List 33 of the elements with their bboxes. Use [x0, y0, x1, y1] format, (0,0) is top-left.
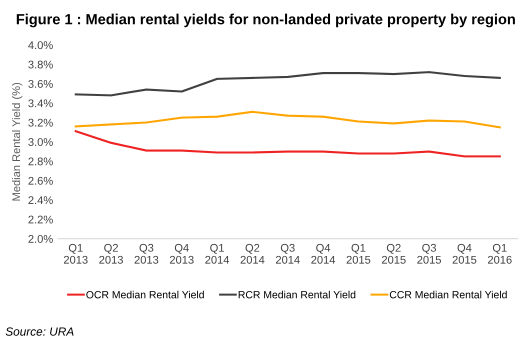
- y-tick-label: 2.8%: [28, 158, 53, 166]
- x-tick-label: Q2 2015: [382, 244, 406, 264]
- x-tick-label: Q4 2015: [452, 244, 476, 264]
- legend-label: CCR Median Rental Yield: [390, 290, 507, 298]
- x-tick-label: Q4 2014: [311, 244, 336, 264]
- y-tick-label: 2.0%: [28, 235, 53, 243]
- x-tick-label: Q2 2014: [240, 244, 264, 264]
- line-series: [74, 110, 501, 128]
- legend-label: RCR Median Rental Yield: [238, 290, 356, 298]
- line-series: [74, 71, 501, 96]
- y-axis-title: Median Rental Yield (%): [12, 82, 22, 201]
- line-series: [74, 130, 501, 158]
- y-tick-label: 3.2%: [28, 118, 53, 127]
- y-tick-label: 3.4%: [28, 99, 53, 108]
- y-tick-label: 2.6%: [28, 176, 53, 185]
- chart-title: Figure 1 : Median rental yields for non-landed private property by region: [16, 14, 515, 28]
- source-note: Source: URA: [6, 327, 74, 336]
- x-tick-label: Q1 2013: [64, 244, 88, 264]
- x-tick-label: Q1 2016: [488, 244, 512, 264]
- y-tick-label: 4.0%: [28, 41, 53, 50]
- y-tick-label: 3.0%: [28, 138, 53, 146]
- x-tick-label: Q3 2013: [134, 244, 158, 264]
- y-tick-label: 2.2%: [28, 216, 53, 224]
- x-tick-label: Q3 2014: [276, 244, 300, 264]
- legend-label: OCR Median Rental Yield: [86, 290, 204, 298]
- x-tick-label: Q4 2013: [170, 244, 194, 264]
- x-tick-label: Q2 2013: [99, 244, 123, 264]
- x-tick-label: Q1 2015: [346, 244, 370, 264]
- y-tick-label: 3.8%: [28, 60, 53, 68]
- x-tick-label: Q1 2014: [205, 244, 230, 264]
- x-tick-label: Q3 2015: [417, 244, 441, 264]
- y-tick-label: 2.4%: [28, 196, 53, 204]
- y-tick-label: 3.6%: [28, 80, 53, 88]
